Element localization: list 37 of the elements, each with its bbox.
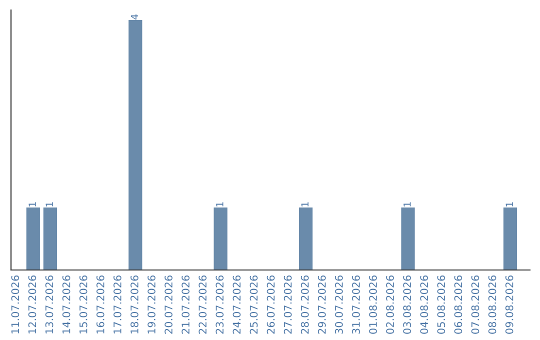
x-tick-label: 15.07.2026 (79, 276, 88, 334)
x-tick-label: 13.07.2026 (45, 276, 54, 334)
data-label: 1 (301, 202, 308, 206)
x-tick-label: 14.07.2026 (62, 276, 70, 334)
x-tick-label: 30.07.2026 (334, 276, 343, 334)
x-tick-label: 27.07.2026 (284, 276, 292, 334)
x-tick-label: 03.08.2026 (403, 276, 412, 334)
x-tick-label: 21.07.2026 (182, 276, 190, 334)
x-tick-label: 28.07.2026 (300, 276, 309, 334)
x-tick-label: 17.07.2026 (113, 276, 122, 334)
x-tick-label: 08.08.2026 (488, 276, 496, 334)
x-tick-label: 04.08.2026 (420, 276, 428, 334)
x-tick-label: 11.07.2026 (11, 276, 20, 334)
x-tick-label: 25.07.2026 (250, 276, 258, 334)
x-tick-label: 07.08.2026 (471, 276, 480, 334)
x-tick-label: 18.07.2026 (130, 276, 138, 334)
x-tick-label: 24.07.2026 (232, 276, 241, 334)
x-tick-label: 23.07.2026 (216, 276, 224, 334)
data-label: 1 (46, 202, 53, 206)
data-label: 4 (130, 14, 138, 20)
data-label: 1 (404, 202, 411, 206)
x-tick-label: 12.07.2026 (28, 276, 36, 334)
x-tick-label: 06.08.2026 (454, 276, 462, 334)
x-tick-label: 26.07.2026 (266, 276, 275, 334)
data-label: 1 (216, 202, 224, 206)
x-tick-label: 01.08.2026 (369, 276, 377, 334)
data-label: 1 (506, 202, 513, 206)
x-tick-label: 16.07.2026 (96, 276, 104, 334)
x-tick-label: 29.07.2026 (318, 276, 326, 334)
x-tick-label: 05.08.2026 (437, 276, 446, 334)
x-tick-label: 22.07.2026 (198, 276, 207, 334)
x-tick-label: 02.08.2026 (386, 276, 394, 334)
x-tick-label: 31.07.2026 (352, 276, 360, 334)
x-tick-label: 09.08.2026 (505, 276, 514, 334)
x-tick-label: 19.07.2026 (148, 276, 156, 334)
data-label: 1 (28, 202, 36, 206)
x-tick-label: 20.07.2026 (164, 276, 172, 334)
